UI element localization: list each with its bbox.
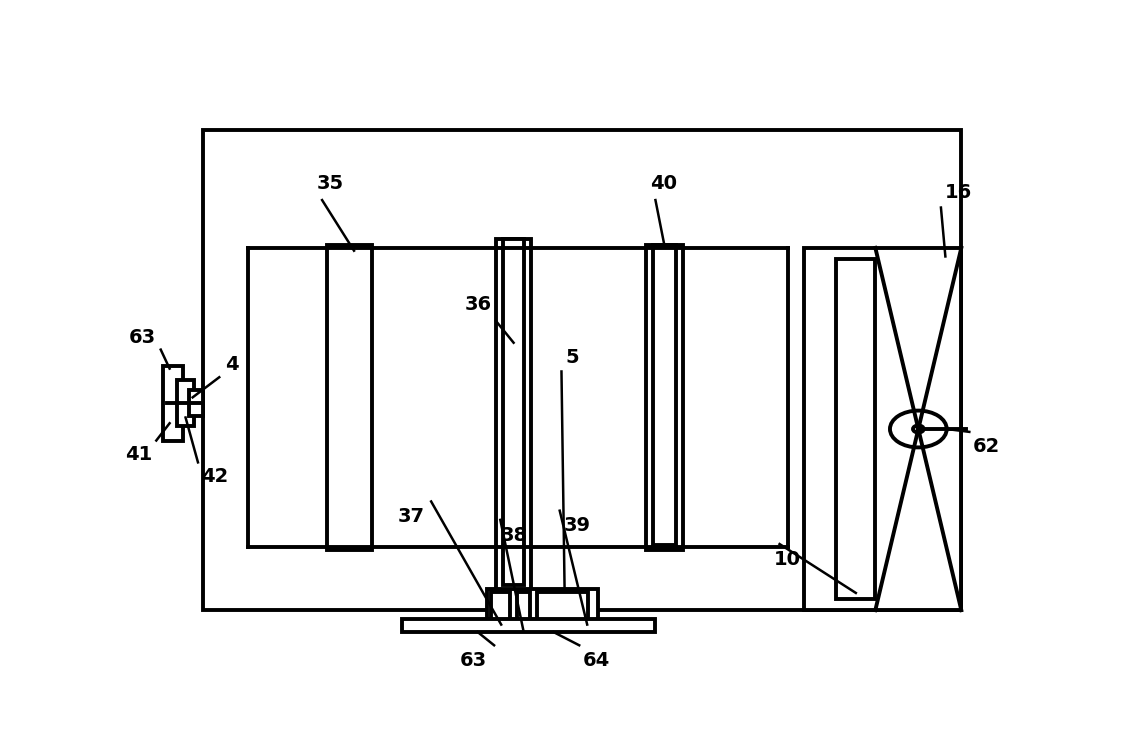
Text: 5: 5	[565, 348, 579, 367]
Text: 16: 16	[945, 183, 971, 202]
Bar	[487, 589, 598, 630]
Bar	[189, 391, 204, 416]
Bar	[836, 259, 875, 598]
Bar	[402, 619, 654, 632]
Text: 37: 37	[398, 507, 424, 526]
Bar	[537, 592, 588, 627]
Bar	[517, 592, 530, 627]
Bar	[164, 366, 183, 441]
Text: 36: 36	[464, 295, 492, 314]
Text: 63: 63	[460, 651, 487, 670]
Text: 40: 40	[650, 174, 677, 193]
Text: 63: 63	[129, 328, 157, 347]
Bar	[645, 245, 683, 550]
Bar	[653, 245, 676, 545]
Text: 39: 39	[563, 516, 590, 536]
Text: 42: 42	[201, 467, 229, 486]
Text: 64: 64	[582, 651, 610, 670]
Text: 41: 41	[125, 445, 152, 464]
Bar	[495, 239, 531, 590]
Bar	[503, 239, 524, 586]
Text: 4: 4	[224, 356, 238, 374]
Text: 38: 38	[500, 526, 527, 545]
Circle shape	[913, 426, 923, 433]
Bar	[204, 130, 961, 610]
Text: 62: 62	[972, 437, 1000, 456]
Bar	[327, 245, 372, 550]
Bar	[491, 592, 510, 627]
Bar	[176, 380, 194, 426]
Circle shape	[890, 411, 947, 447]
Text: 35: 35	[317, 174, 344, 193]
Text: 10: 10	[774, 550, 801, 568]
Bar	[803, 248, 961, 610]
